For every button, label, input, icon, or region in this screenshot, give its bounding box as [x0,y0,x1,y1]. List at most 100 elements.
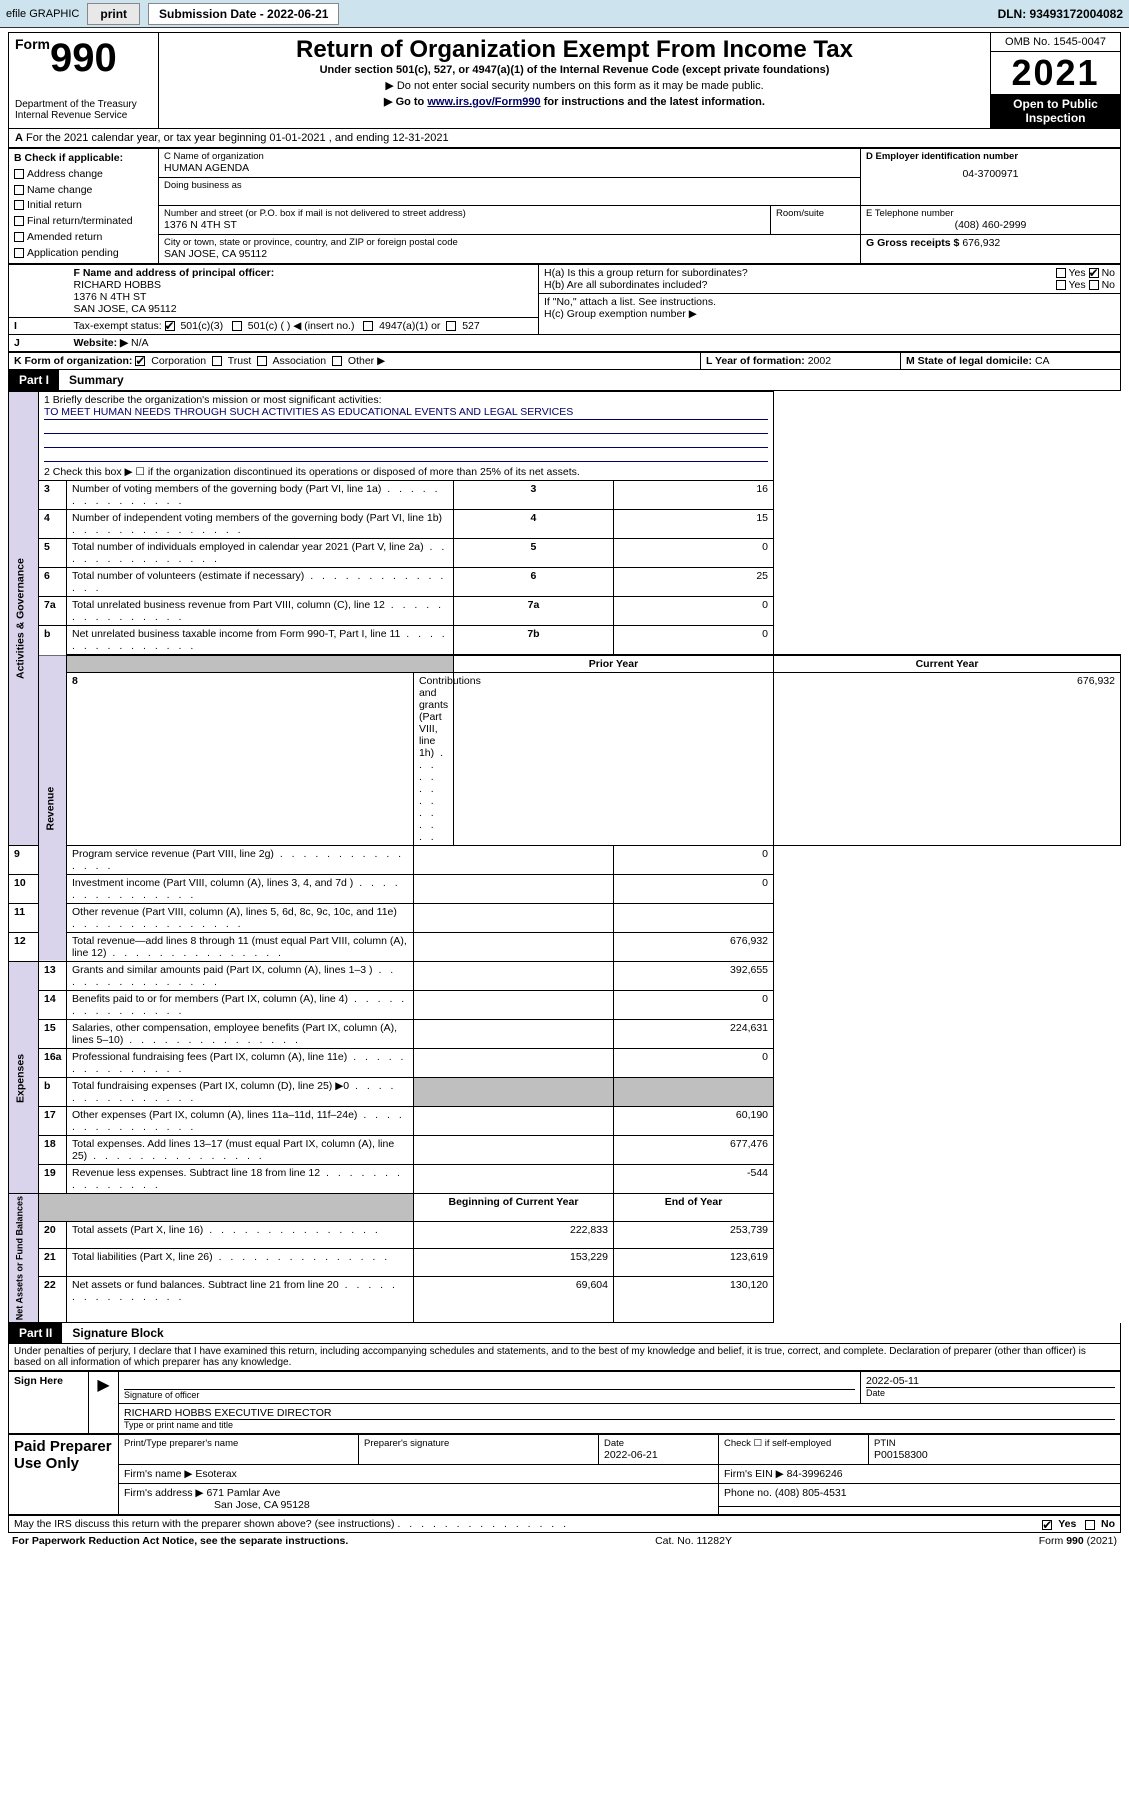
hb-no[interactable] [1089,280,1099,290]
form-note-ssn: ▶ Do not enter social security numbers o… [165,79,984,92]
vlabel-rev: Revenue [39,655,67,962]
current-value: 676,932 [774,673,1121,846]
line-label: Contributions and grants (Part VIII, lin… [413,673,453,846]
link-pre: ▶ Go to [384,96,427,108]
chk-application-pending[interactable]: Application pending [14,246,153,262]
part-2-label: Part II [9,1323,62,1343]
chk-501c3[interactable] [165,321,175,331]
chk-4947[interactable] [363,321,373,331]
signature-table: Sign Here ▶ Signature of officer 2022-05… [8,1371,1121,1434]
line-label: Total assets (Part X, line 16) [67,1221,414,1248]
line-label: Total fundraising expenses (Part IX, col… [67,1078,414,1107]
chk-corporation[interactable] [135,356,145,366]
current-value: 60,190 [613,1107,773,1136]
arrow-icon: ▶ [97,1377,109,1394]
ha-yes[interactable] [1056,268,1066,278]
prep-date-label: Date [604,1438,713,1449]
hb-label: H(b) Are all subordinates included? [544,279,707,291]
street-value: 1376 N 4TH ST [164,219,765,231]
current-value [613,1078,773,1107]
ptin-label: PTIN [874,1438,1115,1449]
discuss-yes[interactable] [1042,1520,1052,1530]
current-value: 0 [613,846,773,875]
current-value: 677,476 [613,1136,773,1165]
prior-value [413,1078,613,1107]
prior-value [413,1165,613,1194]
ha-no[interactable] [1089,268,1099,278]
line-label: Total number of volunteers (estimate if … [67,568,454,597]
hc-label: H(c) Group exemption number ▶ [544,308,1115,320]
page-footer: For Paperwork Reduction Act Notice, see … [8,1533,1121,1549]
line-label: Net assets or fund balances. Subtract li… [67,1276,414,1323]
part-1-header: Part I Summary [8,370,1121,391]
firm-ein-label: Firm's EIN ▶ [724,1468,784,1480]
line-value: 0 [613,597,773,626]
form-990-no: 990 [50,36,117,80]
officer-addr1: 1376 N 4TH ST [74,291,534,303]
box-c-label: C Name of organization [164,151,855,162]
prior-value [453,673,773,846]
line-no: 10 [9,875,39,904]
line-no: 17 [39,1107,67,1136]
part-1-name: Summary [59,370,134,390]
open-public-badge: Open to Public Inspection [991,94,1120,128]
discuss-label: May the IRS discuss this return with the… [14,1518,395,1530]
chk-final-return[interactable]: Final return/terminated [14,214,153,230]
line-value: 25 [613,568,773,597]
street-label: Number and street (or P.O. box if mail i… [164,208,765,219]
form-prefix: Form [15,36,50,52]
website-value: N/A [131,337,149,349]
chk-527[interactable] [446,321,456,331]
tax-year: 2021 [991,52,1120,94]
self-employed-check[interactable]: Check ☐ if self-employed [724,1438,863,1449]
prep-name-label: Print/Type preparer's name [124,1438,353,1449]
hb-yes[interactable] [1056,280,1066,290]
line-box: 6 [453,568,613,597]
line-box: 5 [453,539,613,568]
prep-date: 2022-06-21 [604,1449,713,1461]
prior-value [413,1107,613,1136]
chk-amended-return[interactable]: Amended return [14,230,153,246]
chk-name-change[interactable]: Name change [14,183,153,199]
footer-left: For Paperwork Reduction Act Notice, see … [12,1535,348,1547]
chk-other[interactable] [332,356,342,366]
dba-label: Doing business as [164,180,855,191]
omb-box: OMB No. 1545-0047 [991,33,1121,52]
part-2-name: Signature Block [62,1323,173,1343]
print-button[interactable]: print [87,3,140,25]
firm-addr-label: Firm's address ▶ [124,1487,204,1499]
line-box: 7a [453,597,613,626]
line-box: 3 [453,481,613,510]
line-label: Number of independent voting members of … [67,510,454,539]
chk-address-change[interactable]: Address change [14,167,153,183]
discuss-no[interactable] [1085,1520,1095,1530]
section-a: A For the 2021 calendar year, or tax yea… [8,129,1121,148]
chk-trust[interactable] [212,356,222,366]
line-label: Program service revenue (Part VIII, line… [67,846,414,875]
chk-501c[interactable] [232,321,242,331]
line-no: 21 [39,1249,67,1276]
chk-association[interactable] [257,356,267,366]
box-b: B Check if applicable: Address change Na… [9,149,159,264]
form-link-line: ▶ Go to www.irs.gov/Form990 for instruct… [165,95,984,108]
ein-value: 04-3700971 [866,168,1115,180]
line-label: Net unrelated business taxable income fr… [67,626,454,656]
paid-preparer-label: Paid Preparer Use Only [9,1435,119,1515]
line-no: 11 [9,904,39,933]
prior-value: 222,833 [413,1221,613,1248]
current-value: 0 [613,991,773,1020]
vlabel-gov: Activities & Governance [9,392,39,846]
legal-domicile: CA [1035,355,1050,367]
prep-sig-label: Preparer's signature [364,1438,593,1449]
prior-value: 153,229 [413,1249,613,1276]
current-value: 676,932 [613,933,773,962]
line-no: 15 [39,1020,67,1049]
vlabel-net: Net Assets or Fund Balances [9,1194,39,1323]
form-number: Form990 [15,36,152,81]
line-label: Professional fundraising fees (Part IX, … [67,1049,414,1078]
chk-initial-return[interactable]: Initial return [14,198,153,214]
prior-value [413,875,613,904]
current-value: 123,619 [613,1249,773,1276]
irs-link[interactable]: www.irs.gov/Form990 [427,96,540,108]
firm-phone: (408) 805-4531 [775,1487,847,1499]
